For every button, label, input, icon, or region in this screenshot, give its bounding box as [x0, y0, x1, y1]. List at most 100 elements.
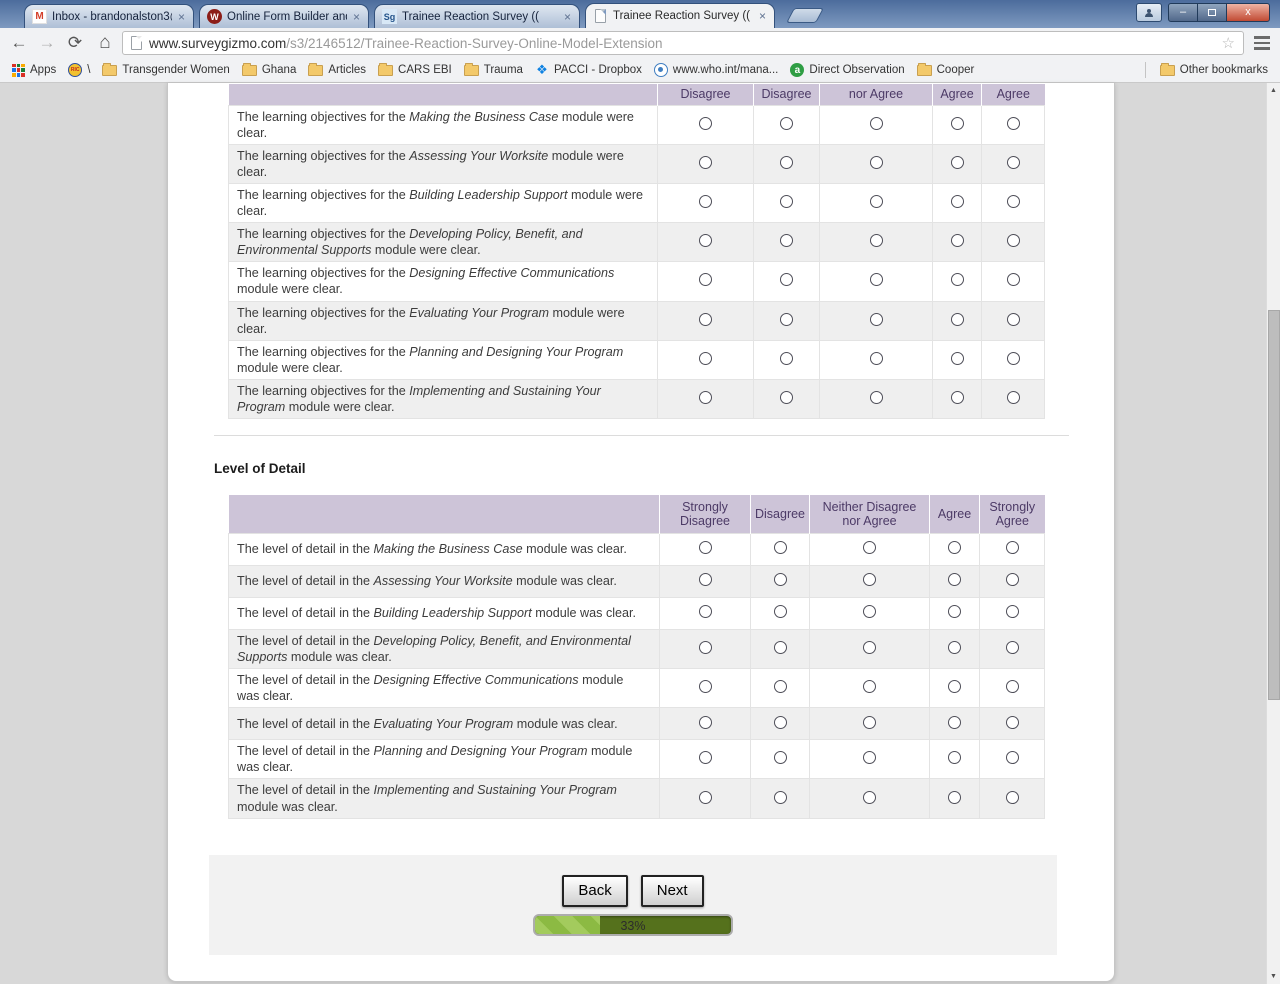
reload-icon[interactable]: ⟳ — [67, 33, 83, 52]
scroll-down-icon[interactable]: ▼ — [1270, 973, 1277, 980]
radio-button[interactable] — [869, 234, 883, 248]
radio-button[interactable] — [863, 790, 876, 804]
scrollbar-thumb[interactable] — [1268, 310, 1280, 700]
radio-button[interactable] — [869, 273, 883, 287]
radio-button[interactable] — [698, 541, 712, 555]
radio-button[interactable] — [1005, 715, 1019, 729]
next-button[interactable]: Next — [640, 874, 704, 907]
radio-button[interactable] — [1006, 391, 1020, 405]
radio-button[interactable] — [1005, 541, 1019, 555]
radio-button[interactable] — [780, 116, 793, 130]
tab-gmail-inbox[interactable]: M Inbox - brandonalston3@ × — [24, 4, 194, 28]
bookmark-item[interactable]: Apps — [6, 60, 62, 80]
radio-button[interactable] — [699, 351, 712, 365]
radio-button[interactable] — [948, 573, 961, 587]
close-icon[interactable]: × — [563, 9, 571, 24]
chrome-menu-icon[interactable] — [1250, 33, 1274, 53]
radio-button[interactable] — [950, 391, 964, 405]
radio-button[interactable] — [948, 680, 961, 694]
radio-button[interactable] — [1005, 640, 1019, 654]
radio-button[interactable] — [1005, 751, 1019, 765]
minimize-button[interactable]: – — [1168, 3, 1198, 22]
radio-button[interactable] — [1005, 605, 1019, 619]
bookmark-item[interactable]: ❖ PACCI - Dropbox — [529, 60, 648, 80]
radio-button[interactable] — [950, 155, 964, 169]
radio-button[interactable] — [699, 155, 712, 169]
radio-button[interactable] — [950, 116, 964, 130]
forward-icon[interactable]: → — [38, 33, 56, 52]
radio-button[interactable] — [863, 605, 876, 619]
radio-button[interactable] — [698, 790, 712, 804]
radio-button[interactable] — [869, 155, 883, 169]
radio-button[interactable] — [1005, 790, 1019, 804]
radio-button[interactable] — [699, 116, 712, 130]
radio-button[interactable] — [773, 541, 787, 555]
radio-button[interactable] — [699, 234, 712, 248]
radio-button[interactable] — [780, 391, 793, 405]
bookmark-item[interactable]: Transgender Women — [96, 60, 235, 80]
tab-online-form-builder[interactable]: W Online Form Builder and C × — [199, 4, 369, 28]
page-scrollbar[interactable]: ▲ ▼ — [1266, 83, 1280, 984]
close-icon[interactable]: × — [177, 9, 185, 24]
radio-button[interactable] — [780, 234, 793, 248]
radio-button[interactable] — [1006, 351, 1020, 365]
other-bookmarks-button[interactable]: Other bookmarks — [1154, 60, 1274, 80]
radio-button[interactable] — [950, 351, 964, 365]
radio-button[interactable] — [869, 195, 883, 209]
radio-button[interactable] — [1005, 573, 1019, 587]
bookmark-item[interactable]: Trauma — [458, 60, 529, 80]
radio-button[interactable] — [698, 573, 712, 587]
radio-button[interactable] — [1006, 234, 1020, 248]
radio-button[interactable] — [698, 605, 712, 619]
radio-button[interactable] — [948, 751, 961, 765]
back-button[interactable]: Back — [562, 874, 628, 907]
radio-button[interactable] — [773, 790, 787, 804]
maximize-button[interactable] — [1198, 3, 1226, 22]
radio-button[interactable] — [863, 573, 876, 587]
radio-button[interactable] — [869, 116, 883, 130]
radio-button[interactable] — [863, 640, 876, 654]
radio-button[interactable] — [780, 351, 793, 365]
radio-button[interactable] — [948, 640, 961, 654]
radio-button[interactable] — [773, 715, 787, 729]
radio-button[interactable] — [863, 680, 876, 694]
radio-button[interactable] — [780, 155, 793, 169]
radio-button[interactable] — [699, 273, 712, 287]
bookmark-item[interactable]: Articles — [302, 60, 372, 80]
radio-button[interactable] — [773, 680, 787, 694]
bookmark-item[interactable]: www.who.int/mana... — [648, 60, 784, 80]
radio-button[interactable] — [773, 605, 787, 619]
radio-button[interactable] — [1006, 312, 1020, 326]
radio-button[interactable] — [699, 391, 712, 405]
radio-button[interactable] — [773, 640, 787, 654]
home-icon[interactable]: ⌂ — [99, 32, 111, 53]
radio-button[interactable] — [948, 790, 961, 804]
radio-button[interactable] — [869, 312, 883, 326]
radio-button[interactable] — [863, 715, 876, 729]
radio-button[interactable] — [1006, 155, 1020, 169]
address-bar[interactable]: www.surveygizmo.com/s3/2146512/Trainee-R… — [122, 31, 1244, 55]
radio-button[interactable] — [780, 273, 793, 287]
close-icon[interactable]: × — [758, 9, 766, 23]
radio-button[interactable] — [950, 273, 964, 287]
new-tab-button[interactable] — [786, 8, 824, 23]
radio-button[interactable] — [698, 640, 712, 654]
bookmark-item[interactable]: Cooper — [911, 60, 981, 80]
radio-button[interactable] — [950, 234, 964, 248]
radio-button[interactable] — [773, 751, 787, 765]
radio-button[interactable] — [863, 751, 876, 765]
scroll-up-icon[interactable]: ▲ — [1270, 87, 1277, 94]
radio-button[interactable] — [869, 391, 883, 405]
radio-button[interactable] — [773, 573, 787, 587]
radio-button[interactable] — [699, 312, 712, 326]
back-icon[interactable]: ← — [10, 33, 28, 52]
radio-button[interactable] — [698, 680, 712, 694]
radio-button[interactable] — [1005, 680, 1019, 694]
radio-button[interactable] — [948, 605, 961, 619]
radio-button[interactable] — [1006, 273, 1020, 287]
radio-button[interactable] — [950, 195, 964, 209]
bookmark-star-icon[interactable]: ☆ — [1221, 35, 1235, 52]
bookmark-item[interactable]: a Direct Observation — [784, 60, 910, 80]
window-close-button[interactable]: x — [1226, 3, 1270, 22]
radio-button[interactable] — [948, 541, 961, 555]
